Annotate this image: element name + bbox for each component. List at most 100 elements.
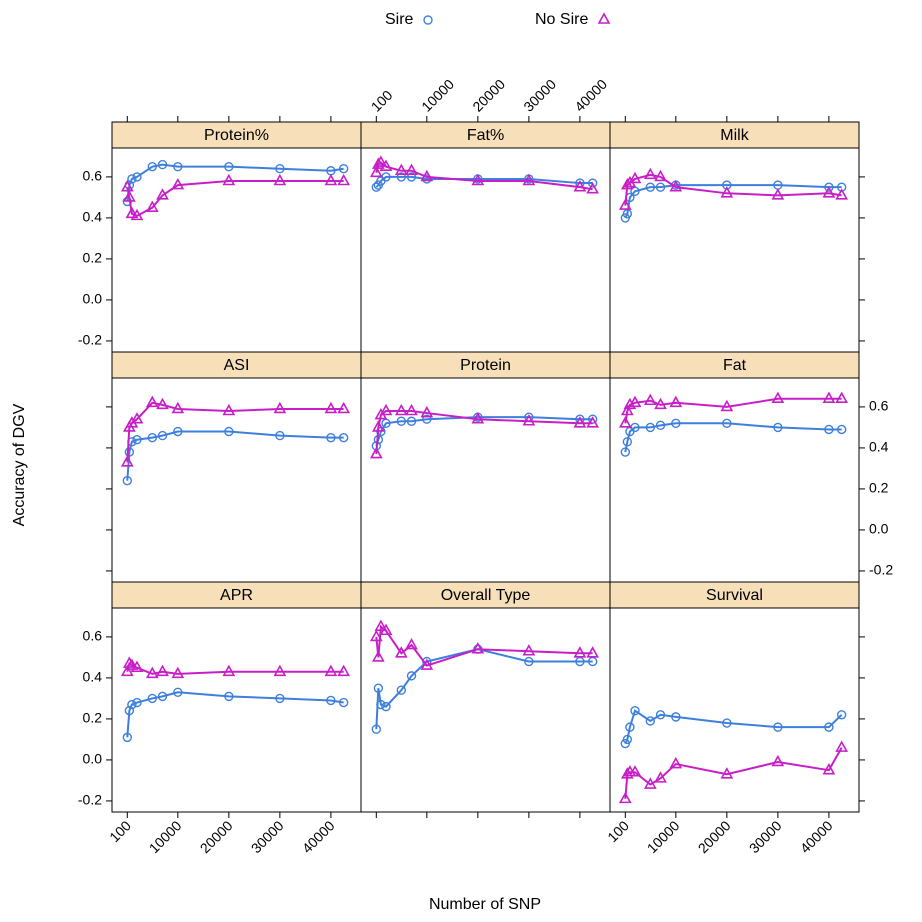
- point-marker: [586, 646, 600, 658]
- point-marker: [120, 664, 134, 677]
- point-marker: [371, 724, 382, 734]
- legend-label: Sire: [385, 11, 414, 28]
- point-marker: [720, 186, 734, 198]
- y-tick-label: 0.6: [83, 628, 103, 644]
- x-tick-label: 40000: [797, 817, 836, 856]
- point-marker: [824, 424, 834, 435]
- point-marker: [326, 695, 336, 706]
- y-tick-label: 0.4: [869, 439, 889, 455]
- point-marker: [422, 414, 432, 424]
- x-tick-label: 40000: [299, 817, 338, 856]
- point-marker: [822, 391, 836, 404]
- point-marker: [122, 476, 133, 486]
- point-marker: [654, 771, 667, 783]
- point-marker: [338, 432, 349, 443]
- point-marker: [573, 416, 587, 428]
- point-marker: [773, 422, 783, 433]
- point-marker: [127, 699, 137, 710]
- series-line: [375, 161, 593, 191]
- point-marker: [338, 164, 349, 174]
- point-marker: [171, 666, 185, 679]
- point-marker: [406, 416, 417, 426]
- y-tick-label: 0.4: [83, 669, 103, 685]
- point-marker: [376, 699, 386, 710]
- point-marker: [773, 722, 783, 732]
- y-tick-label: 0.0: [869, 521, 889, 537]
- point-marker: [822, 186, 836, 198]
- y-tick-label: 0.2: [83, 250, 103, 266]
- legend-marker: [597, 12, 611, 24]
- x-tick-label: 30000: [520, 76, 559, 115]
- series-line: [624, 747, 843, 799]
- point-marker: [406, 671, 417, 681]
- panel-title: APR: [220, 587, 253, 604]
- panel-title: Fat: [723, 357, 747, 374]
- strip: [360, 121, 611, 149]
- point-marker: [157, 159, 168, 170]
- strip: [111, 581, 362, 609]
- point-marker: [379, 159, 393, 171]
- point-marker: [573, 180, 587, 192]
- point-marker: [157, 691, 168, 702]
- point-marker: [222, 664, 236, 677]
- point-marker: [273, 664, 287, 677]
- point-marker: [337, 173, 351, 186]
- point-marker: [524, 656, 534, 667]
- x-tick-label: 10000: [418, 76, 457, 115]
- point-marker: [722, 718, 732, 728]
- point-marker: [406, 172, 417, 182]
- point-marker: [156, 664, 169, 677]
- x-tick-label: 100: [368, 87, 396, 115]
- point-marker: [586, 416, 600, 428]
- point-marker: [645, 716, 656, 726]
- point-marker: [720, 399, 734, 412]
- point-marker: [337, 401, 351, 414]
- point-marker: [587, 178, 598, 188]
- series-line: [624, 397, 842, 424]
- point-marker: [120, 180, 134, 192]
- point-marker: [620, 403, 634, 416]
- point-marker: [771, 754, 785, 767]
- point-marker: [669, 756, 683, 769]
- point-marker: [573, 646, 587, 658]
- point-marker: [120, 455, 134, 467]
- point-marker: [273, 173, 287, 186]
- panel-title: Protein: [460, 357, 511, 374]
- point-marker: [371, 650, 385, 662]
- point-marker: [173, 687, 183, 697]
- point-marker: [630, 706, 640, 716]
- point-marker: [224, 691, 234, 702]
- point-marker: [669, 395, 683, 408]
- point-marker: [720, 767, 734, 779]
- point-marker: [645, 422, 656, 433]
- point-marker: [374, 155, 388, 167]
- point-marker: [275, 430, 285, 441]
- strip: [609, 581, 860, 609]
- point-marker: [824, 722, 834, 732]
- point-marker: [145, 666, 159, 679]
- point-marker: [125, 206, 139, 219]
- point-marker: [655, 710, 666, 720]
- point-marker: [835, 188, 849, 200]
- point-marker: [171, 401, 185, 414]
- point-marker: [722, 418, 732, 429]
- point-marker: [374, 619, 388, 631]
- panel-frame: [360, 607, 611, 813]
- point-marker: [628, 171, 642, 184]
- point-marker: [122, 190, 136, 202]
- point-marker: [643, 167, 657, 180]
- point-marker: [132, 435, 142, 445]
- point-marker: [173, 426, 183, 437]
- point-marker: [371, 157, 385, 169]
- point-marker: [326, 432, 336, 443]
- point-marker: [824, 182, 834, 192]
- point-marker: [471, 412, 485, 424]
- point-marker: [224, 161, 234, 172]
- y-tick-label: 0.6: [869, 398, 889, 414]
- point-marker: [771, 391, 785, 404]
- x-tick-label: 30000: [248, 817, 287, 856]
- point-marker: [371, 182, 382, 192]
- x-axis-label: Number of SNP: [429, 896, 541, 913]
- legend-marker: [423, 15, 433, 25]
